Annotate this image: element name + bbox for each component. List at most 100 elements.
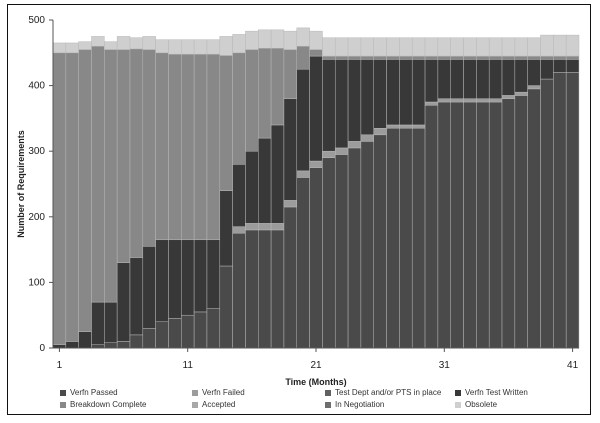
bar-segment [565, 72, 580, 349]
bar-segment [334, 59, 349, 149]
legend-item: In Negotiation [325, 400, 384, 409]
bar-segment [142, 49, 156, 247]
bar-segment [424, 101, 439, 106]
bar-segment [399, 59, 413, 126]
bar-segment [540, 78, 554, 349]
legend-label: Obsolete [465, 400, 498, 409]
bar-segment [309, 55, 323, 162]
bar-segment [181, 314, 195, 349]
bar-segment [476, 98, 490, 103]
bar-segment [476, 59, 490, 99]
bar-segment [347, 59, 362, 142]
bar-segment [296, 68, 310, 172]
bar-segment [219, 190, 233, 267]
bar-segment [65, 52, 79, 342]
bar-segment [565, 59, 580, 73]
bar-segment [91, 301, 105, 345]
bar-segment [193, 39, 208, 55]
bar-segment [78, 331, 92, 349]
bar-segment [155, 39, 169, 54]
bar-segment [322, 150, 336, 159]
legend-item: Accepted [192, 400, 235, 409]
bar-segment [334, 37, 349, 57]
bar-segment [501, 37, 516, 57]
x-tick-label: 1 [57, 360, 63, 371]
bar-segment [245, 229, 259, 349]
bar-segment [296, 170, 310, 178]
bar-segment [347, 141, 362, 149]
bar-segment [424, 105, 439, 349]
bar-segment [437, 98, 451, 103]
bar-segment [206, 308, 221, 349]
legend-item: Test Dept and/or PTS in place [325, 388, 441, 397]
legend-label: In Negotiation [335, 400, 385, 409]
bar-segment [411, 127, 426, 349]
bar-segment [155, 239, 169, 323]
bar-segment [553, 55, 567, 60]
bar-segment [514, 55, 528, 60]
bar-segment [399, 124, 413, 129]
bar-segment [553, 34, 567, 57]
bar-segment [373, 134, 387, 349]
bar-segment [193, 239, 208, 313]
bar-segment [527, 59, 541, 86]
legend-label: Breakdown Complete [70, 400, 147, 409]
bar-segment [232, 52, 246, 165]
bar-segment [104, 342, 118, 349]
legend-swatch [325, 401, 331, 408]
bar-segment [116, 341, 131, 349]
bar-segment [258, 47, 272, 139]
bars-group [52, 27, 580, 349]
bar-segment [488, 55, 503, 60]
legend-label: Verfn Test Written [465, 388, 528, 397]
bar-segment [219, 265, 233, 349]
bar-segment [527, 88, 541, 349]
bar-segment [245, 30, 259, 50]
legend-item: Breakdown Complete [60, 400, 146, 409]
bar-segment [501, 98, 516, 349]
legend-swatch [455, 389, 461, 396]
bar-segment [386, 55, 400, 60]
bar-segment [52, 52, 67, 345]
bar-segment [193, 311, 208, 349]
bar-segment [258, 223, 272, 231]
bar-segment [437, 37, 451, 57]
bar-segment [399, 55, 413, 60]
bar-segment [283, 98, 298, 201]
bar-segment [142, 328, 156, 349]
bar-segment [168, 239, 182, 319]
bar-segment [540, 34, 554, 57]
bar-segment [347, 37, 362, 57]
legend-swatch [455, 401, 461, 408]
bar-segment [181, 39, 195, 55]
bar-segment [373, 59, 387, 129]
bar-segment [360, 134, 374, 142]
x-tick-label: 11 [183, 360, 194, 371]
bar-segment [437, 55, 451, 60]
bar-segment [270, 124, 285, 224]
bar-segment [437, 59, 451, 99]
bar-segment [129, 257, 144, 336]
legend-swatch [192, 389, 198, 396]
bar-segment [219, 36, 233, 56]
bar-segment [78, 41, 92, 50]
bar-segment [104, 301, 118, 343]
y-axis-title: Number of Requirements [16, 130, 26, 238]
bar-segment [424, 37, 439, 57]
bar-segment [553, 59, 567, 73]
legend-swatch [192, 401, 198, 408]
bar-segment [373, 55, 387, 60]
bar-segment [386, 124, 400, 129]
y-tick-label: 300 [28, 146, 45, 157]
bar-segment [360, 55, 374, 60]
bar-segment [476, 55, 490, 60]
bar-segment [514, 37, 528, 57]
bar-segment [232, 164, 246, 227]
bar-segment [155, 321, 169, 349]
bar-segment [450, 37, 464, 57]
bar-segment [411, 37, 426, 57]
bar-segment [309, 160, 323, 168]
bar-segment [450, 101, 464, 349]
bar-segment [386, 127, 400, 349]
bar-segment [155, 52, 169, 241]
